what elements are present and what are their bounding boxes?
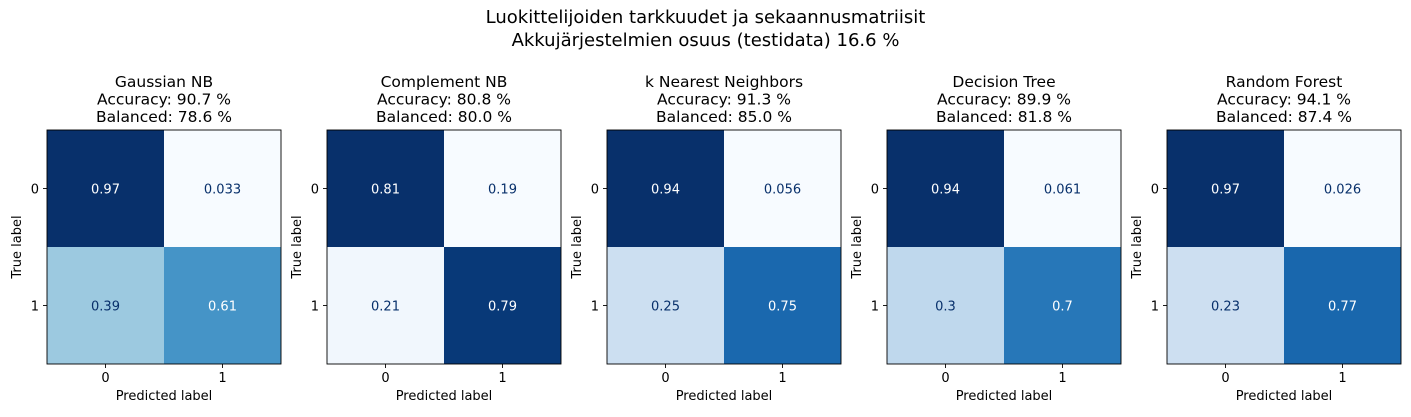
chart-3-x-tick-label-0: 0 [661, 371, 669, 386]
chart-4-y-tick-label-0: 0 [871, 183, 879, 198]
chart-1-cell-label-0-0: 0.97 [91, 183, 120, 198]
chart-4-cell-label-1-1: 0.7 [1052, 300, 1073, 315]
figure-subtitle: Akkujärjestelmien osuus (testidata) 16.6… [511, 30, 900, 51]
chart-1-x-axis-label: Predicted label [116, 389, 213, 404]
chart-2-cell-0-1 [444, 130, 561, 247]
chart-5-cell-label-1-1: 0.77 [1328, 300, 1357, 315]
chart-2-cell-label-1-1: 0.79 [488, 300, 517, 315]
chart-5-cell-1-0 [1167, 247, 1284, 364]
chart-4-cell-label-0-0: 0.94 [931, 183, 960, 198]
chart-2-title-line-2: Accuracy: 80.8 % [377, 91, 511, 109]
chart-5-cell-label-0-1: 0.026 [1324, 183, 1361, 198]
chart-4-y-axis-label: True label [850, 215, 865, 279]
chart-1-cell-label-1-0: 0.39 [91, 300, 120, 315]
chart-2-frame [326, 129, 562, 365]
chart-2-cell-label-0-0: 0.81 [371, 183, 400, 198]
chart-1-y-tick-label-0: 0 [31, 183, 39, 198]
chart-2-cell-0-0 [327, 130, 444, 247]
chart-3-cell-0-0 [607, 130, 724, 247]
chart-5-y-axis-label: True label [1130, 215, 1145, 279]
chart-2-cell-1-1 [444, 247, 561, 364]
chart-5-frame [1166, 129, 1402, 365]
chart-5-cell-label-0-0: 0.97 [1211, 183, 1240, 198]
chart-2-cell-1-0 [327, 247, 444, 364]
figure-suptitle: Luokittelijoiden tarkkuudet ja sekaannus… [485, 7, 926, 28]
chart-4-x-tick-label-0: 0 [941, 371, 949, 386]
chart-5-x-tick-label-1: 1 [1338, 371, 1346, 386]
chart-4-cell-1-1 [1004, 247, 1121, 364]
chart-4-y-tick-label-1: 1 [871, 300, 879, 315]
chart-1-y-tick-label-1: 1 [31, 300, 39, 315]
chart-5-y-tick-label-1: 1 [1151, 300, 1159, 315]
chart-5-x-tick-label-0: 0 [1221, 371, 1229, 386]
chart-3-y-axis-label: True label [570, 215, 585, 279]
chart-2-x-tick-label-1: 1 [498, 371, 506, 386]
chart-5-cell-label-1-0: 0.23 [1211, 300, 1240, 315]
chart-4-x-axis-label: Predicted label [956, 389, 1053, 404]
chart-4-x-tick-label-1: 1 [1058, 371, 1066, 386]
chart-5-title-line-3: Balanced: 87.4 % [1216, 108, 1352, 126]
chart-3-cell-0-1 [724, 130, 841, 247]
chart-3-cell-1-1 [724, 247, 841, 364]
chart-3-cell-label-0-0: 0.94 [651, 183, 680, 198]
chart-3-x-axis-label: Predicted label [676, 389, 773, 404]
chart-5-title-line-1: Random Forest [1226, 73, 1343, 91]
chart-3-title-line-3: Balanced: 85.0 % [656, 108, 792, 126]
chart-3-title-line-2: Accuracy: 91.3 % [657, 91, 791, 109]
chart-1-cell-0-0 [47, 130, 164, 247]
chart-2-y-tick-label-1: 1 [311, 300, 319, 315]
chart-2-x-axis-label: Predicted label [396, 389, 493, 404]
chart-1-title-line-3: Balanced: 78.6 % [96, 108, 232, 126]
chart-1-title-line-2: Accuracy: 90.7 % [97, 91, 231, 109]
chart-3-x-tick-label-1: 1 [778, 371, 786, 386]
chart-1-y-axis-label: True label [10, 215, 25, 279]
chart-5-x-axis-label: Predicted label [1236, 389, 1333, 404]
chart-1-x-tick-label-1: 1 [218, 371, 226, 386]
chart-3-cell-label-0-1: 0.056 [764, 183, 801, 198]
chart-2-title-line-3: Balanced: 80.0 % [376, 108, 512, 126]
chart-5-title-line-2: Accuracy: 94.1 % [1217, 91, 1351, 109]
chart-4-cell-0-1 [1004, 130, 1121, 247]
chart-1-cell-0-1 [164, 130, 281, 247]
chart-1-x-tick-label-0: 0 [101, 371, 109, 386]
chart-2-y-tick-label-0: 0 [311, 183, 319, 198]
chart-3-cell-1-0 [607, 247, 724, 364]
chart-1-cell-1-0 [47, 247, 164, 364]
chart-3-title-line-1: k Nearest Neighbors [645, 73, 803, 91]
chart-2-cell-label-1-0: 0.21 [371, 300, 400, 315]
chart-3-y-tick-label-0: 0 [591, 183, 599, 198]
chart-4-frame [886, 129, 1122, 365]
chart-4-title-line-2: Accuracy: 89.9 % [937, 91, 1071, 109]
chart-5-y-tick-label-0: 0 [1151, 183, 1159, 198]
chart-1-cell-label-0-1: 0.033 [204, 183, 241, 198]
chart-4-title-line-1: Decision Tree [952, 73, 1055, 91]
chart-5-cell-1-1 [1284, 247, 1401, 364]
chart-4-cell-0-0 [887, 130, 1004, 247]
chart-5-cell-0-0 [1167, 130, 1284, 247]
chart-4-cell-1-0 [887, 247, 1004, 364]
chart-3-cell-label-1-1: 0.75 [768, 300, 797, 315]
chart-2-cell-label-0-1: 0.19 [488, 183, 517, 198]
chart-3-cell-label-1-0: 0.25 [651, 300, 680, 315]
chart-3-y-tick-label-1: 1 [591, 300, 599, 315]
chart-4-title-line-3: Balanced: 81.8 % [936, 108, 1072, 126]
chart-2-title-line-1: Complement NB [381, 73, 508, 91]
chart-1-frame [46, 129, 282, 365]
chart-1-title-line-1: Gaussian NB [115, 73, 213, 91]
chart-5-cell-0-1 [1284, 130, 1401, 247]
chart-2-x-tick-label-0: 0 [381, 371, 389, 386]
chart-1-cell-1-1 [164, 247, 281, 364]
chart-3-frame [606, 129, 842, 365]
chart-1-cell-label-1-1: 0.61 [208, 300, 237, 315]
chart-2-y-axis-label: True label [290, 215, 305, 279]
chart-4-cell-label-0-1: 0.061 [1044, 183, 1081, 198]
chart-4-cell-label-1-0: 0.3 [935, 300, 956, 315]
